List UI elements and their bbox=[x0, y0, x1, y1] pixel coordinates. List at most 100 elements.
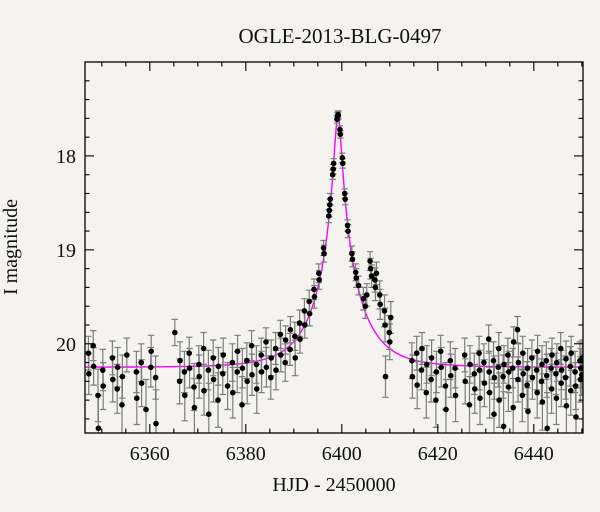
data-point bbox=[186, 365, 193, 372]
data-point bbox=[321, 250, 327, 257]
data-point bbox=[490, 357, 497, 364]
data-point bbox=[301, 308, 308, 314]
data-point bbox=[572, 369, 578, 375]
data-point bbox=[349, 256, 356, 263]
data-point bbox=[341, 190, 348, 197]
data-point bbox=[327, 196, 334, 202]
data-point bbox=[462, 378, 469, 385]
data-point bbox=[230, 389, 236, 396]
data-point bbox=[239, 365, 246, 372]
data-point bbox=[496, 345, 502, 352]
point-lens-model-curve bbox=[85, 114, 583, 368]
x-tick-label: 6420 bbox=[418, 443, 458, 465]
data-point bbox=[368, 273, 375, 279]
data-point bbox=[509, 365, 516, 372]
data-point bbox=[428, 355, 435, 361]
data-point bbox=[306, 310, 313, 317]
data-point bbox=[263, 364, 270, 371]
y-tick-label: 18 bbox=[56, 146, 76, 168]
data-point bbox=[414, 382, 421, 388]
data-point bbox=[578, 365, 583, 371]
data-point bbox=[337, 126, 343, 133]
data-point bbox=[477, 395, 483, 402]
data-point bbox=[471, 371, 478, 377]
data-point bbox=[510, 404, 516, 411]
data-point bbox=[505, 352, 511, 358]
data-point bbox=[205, 367, 212, 373]
data-point bbox=[386, 329, 393, 336]
data-point bbox=[133, 369, 140, 375]
data-point bbox=[510, 339, 517, 345]
x-tick-label: 6380 bbox=[226, 443, 266, 465]
data-point bbox=[579, 372, 583, 378]
data-point bbox=[534, 389, 540, 396]
data-point bbox=[353, 275, 360, 281]
data-point bbox=[239, 402, 245, 408]
data-point bbox=[567, 363, 574, 370]
data-point bbox=[138, 359, 144, 366]
data-point bbox=[433, 397, 439, 403]
y-axis-label: I magnitude bbox=[0, 199, 22, 295]
data-point bbox=[382, 322, 388, 328]
data-point bbox=[520, 350, 526, 357]
data-point bbox=[481, 359, 487, 366]
data-point bbox=[234, 369, 240, 375]
data-points bbox=[85, 111, 583, 432]
data-point bbox=[501, 361, 507, 368]
data-point bbox=[409, 373, 416, 380]
data-point bbox=[467, 361, 473, 368]
data-point bbox=[172, 329, 178, 336]
data-point bbox=[372, 277, 378, 283]
data-point bbox=[292, 355, 299, 361]
data-point bbox=[182, 392, 188, 399]
data-point bbox=[196, 361, 202, 368]
data-point bbox=[496, 397, 503, 403]
data-point bbox=[215, 363, 222, 370]
data-point bbox=[349, 250, 355, 257]
data-point bbox=[442, 383, 449, 389]
data-point bbox=[520, 371, 526, 377]
plot-content: 6360 6380 6400 6420 6440 18 19 20 bbox=[56, 61, 584, 465]
data-point bbox=[327, 202, 333, 208]
data-point bbox=[100, 383, 106, 389]
data-point bbox=[515, 359, 522, 366]
data-point bbox=[500, 373, 506, 380]
data-point bbox=[196, 373, 202, 380]
data-point bbox=[548, 365, 554, 372]
data-point bbox=[249, 372, 255, 378]
data-point bbox=[505, 384, 512, 390]
data-point bbox=[418, 367, 425, 373]
data-point bbox=[381, 308, 388, 314]
x-tick-label: 6360 bbox=[130, 443, 170, 465]
data-point bbox=[244, 357, 250, 364]
data-point bbox=[191, 384, 197, 390]
data-point bbox=[452, 365, 458, 372]
data-point bbox=[438, 364, 445, 371]
data-point bbox=[466, 402, 473, 408]
data-point bbox=[152, 374, 159, 381]
x-tick-label: 6400 bbox=[322, 443, 362, 465]
data-point bbox=[443, 406, 449, 413]
data-point bbox=[316, 270, 322, 277]
data-point bbox=[210, 355, 216, 361]
data-point bbox=[337, 131, 344, 138]
data-point bbox=[568, 350, 574, 357]
data-point bbox=[529, 374, 536, 381]
data-point bbox=[176, 378, 183, 385]
data-point bbox=[525, 408, 531, 415]
data-point bbox=[447, 357, 454, 364]
data-point bbox=[335, 112, 342, 119]
data-point bbox=[558, 367, 565, 373]
data-point bbox=[215, 397, 221, 403]
data-point bbox=[191, 404, 198, 411]
data-point bbox=[95, 392, 101, 399]
data-point bbox=[437, 348, 444, 355]
data-point bbox=[548, 386, 555, 392]
data-point bbox=[340, 160, 346, 167]
data-point bbox=[362, 303, 369, 310]
data-point bbox=[148, 348, 154, 355]
data-point bbox=[119, 402, 125, 408]
data-point bbox=[306, 298, 313, 305]
